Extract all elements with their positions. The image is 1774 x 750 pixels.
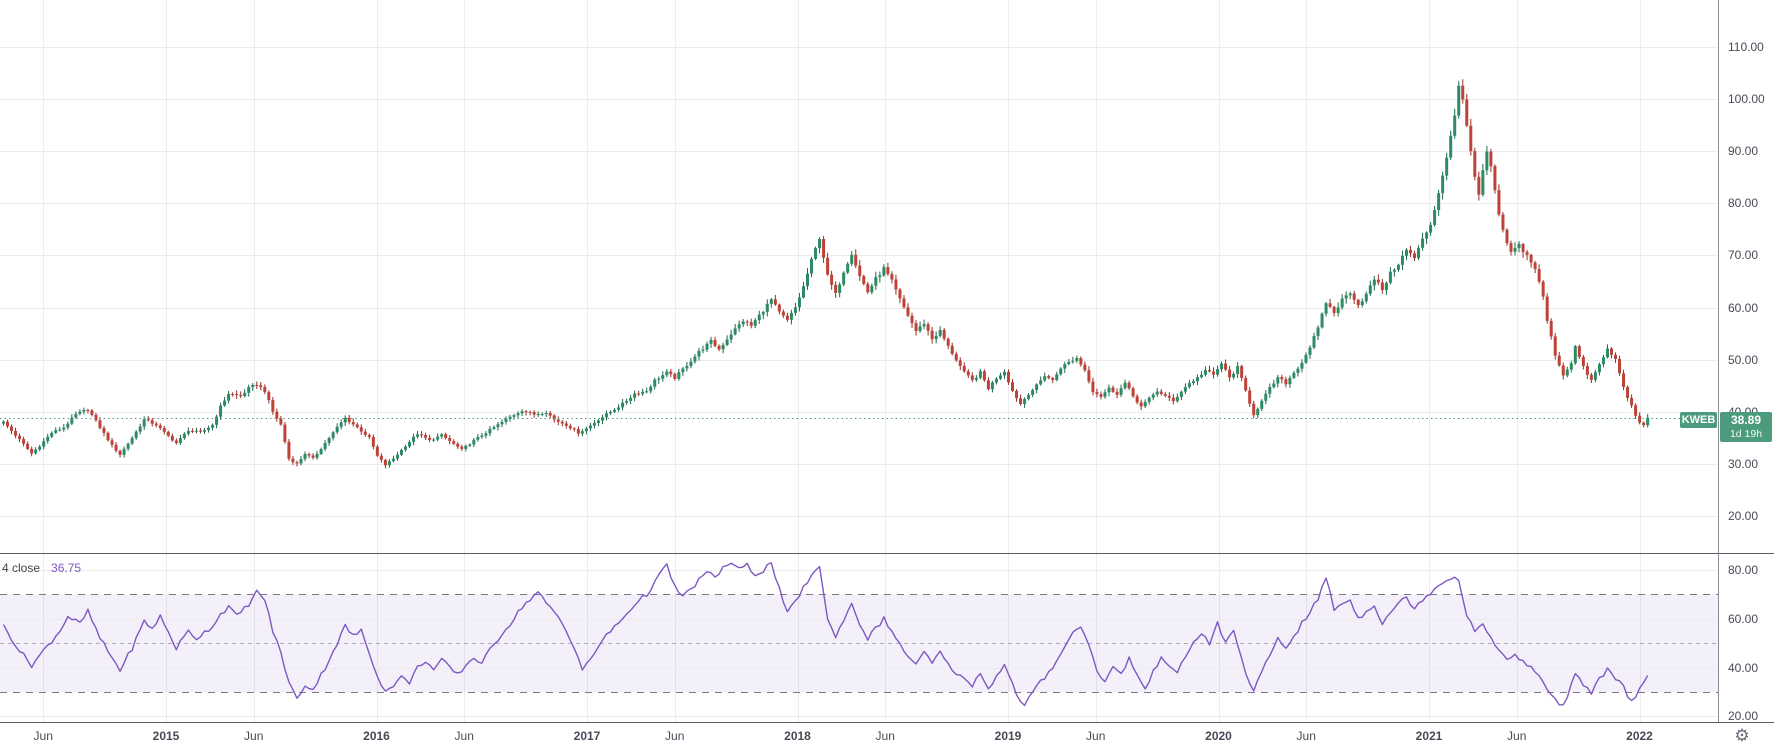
price-tick-label: 40.00 — [1728, 660, 1759, 675]
price-tick-label: 30.00 — [1728, 456, 1759, 471]
time-tick-label: Jun — [33, 729, 53, 743]
price-tick-label: 60.00 — [1728, 611, 1759, 626]
time-tick-label: 2022 — [1626, 729, 1653, 743]
time-tick-label: Jun — [244, 729, 264, 743]
bar-close-countdown: 1d 19h — [1729, 428, 1763, 440]
time-tick-label: 2015 — [152, 729, 180, 743]
price-axis-border — [1718, 0, 1719, 722]
time-tick-label: Jun — [665, 729, 685, 743]
price-tick-label: 80.00 — [1728, 196, 1759, 211]
time-tick-label: Jun — [1507, 729, 1527, 743]
last-price-symbol-badge: KWEB — [1680, 412, 1717, 428]
time-tick-label: Jun — [875, 729, 895, 743]
price-tick-label: 90.00 — [1728, 144, 1759, 159]
price-tick-label: 20.00 — [1728, 508, 1759, 523]
last-price-value: 38.89 — [1730, 413, 1762, 427]
time-axis-border — [0, 722, 1774, 723]
time-tick-label: 2016 — [363, 729, 390, 743]
price-tick-label: 70.00 — [1728, 248, 1759, 263]
time-tick-label: Jun — [454, 729, 474, 743]
time-tick-label: 2021 — [1415, 729, 1443, 743]
time-tick-label: 2020 — [1205, 729, 1232, 743]
price-tick-label: 110.00 — [1728, 40, 1764, 54]
time-tick-label: 2019 — [994, 729, 1022, 743]
time-tick-label: Jun — [1086, 729, 1106, 743]
time-tick-label: Jun — [1296, 729, 1316, 743]
price-tick-label: 20.00 — [1728, 709, 1759, 724]
price-tick-label: 50.00 — [1728, 352, 1759, 367]
time-tick-label: 2017 — [573, 729, 601, 743]
price-tick-label: 100.00 — [1728, 92, 1765, 107]
price-tick-label: 60.00 — [1728, 300, 1759, 315]
price-tick-label: 80.00 — [1728, 563, 1759, 577]
rsi-indicator-legend[interactable]: 4 close 36.75 — [2, 561, 81, 575]
time-tick-label: 2018 — [784, 729, 811, 743]
last-price-badge: 38.89 1d 19h — [1720, 412, 1772, 442]
time-axis-settings-gear-icon[interactable]: ⚙ — [1734, 726, 1750, 745]
pane-separator[interactable] — [0, 553, 1774, 554]
rsi-legend-label: 4 close — [2, 561, 41, 575]
rsi-legend-value: 36.75 — [51, 561, 82, 575]
